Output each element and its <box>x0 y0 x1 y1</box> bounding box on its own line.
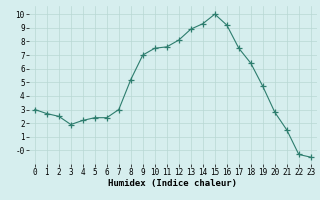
X-axis label: Humidex (Indice chaleur): Humidex (Indice chaleur) <box>108 179 237 188</box>
